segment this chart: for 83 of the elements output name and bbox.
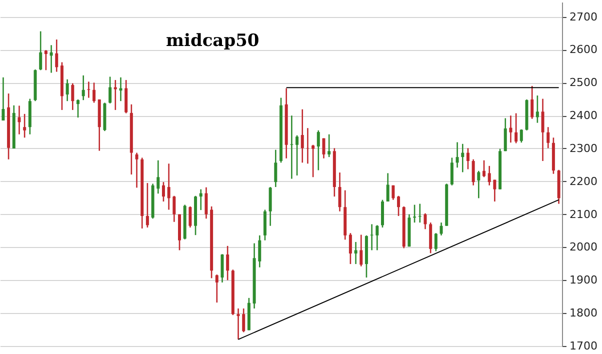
candlestick [360, 234, 363, 267]
y-tick-label: 2200 [570, 174, 598, 188]
candlestick [18, 105, 21, 135]
candlestick [440, 222, 443, 236]
y-tick-label: 2600 [570, 43, 598, 56]
candlestick [236, 308, 240, 340]
candlestick [482, 160, 486, 178]
candlestick [296, 134, 299, 176]
y-tick-label: 1900 [570, 274, 598, 287]
candlestick [39, 30, 42, 71]
candlestick [530, 85, 534, 120]
candlestick [258, 234, 262, 268]
y-tick-label: 2500 [570, 76, 598, 90]
y-tick-label: 1800 [570, 306, 598, 320]
candlestick [146, 182, 149, 228]
candlestick [370, 224, 374, 251]
candlestick [215, 274, 218, 304]
candlestick [536, 94, 539, 124]
candlestick [413, 204, 416, 224]
candlestick [466, 148, 470, 170]
candlestick [119, 76, 122, 102]
candlestick [87, 81, 90, 98]
candlestick [71, 82, 74, 111]
candlestick [504, 118, 507, 152]
candlestick [392, 184, 395, 200]
candlestick [300, 108, 304, 164]
candlestick [2, 76, 5, 122]
y-tick-label: 2400 [570, 109, 598, 122]
candlestick [493, 179, 496, 202]
candlestick [456, 142, 459, 168]
candlestick [386, 172, 390, 202]
y-tick-label: 2700 [570, 10, 598, 24]
candlestick [108, 76, 112, 104]
candlestick [450, 157, 454, 186]
candlestick [338, 172, 342, 212]
y-tick-label: 2000 [570, 240, 598, 254]
candlestick [76, 98, 80, 118]
candlestick [44, 49, 48, 71]
candlestick [488, 165, 491, 186]
candlestick [199, 188, 202, 211]
candlestick [82, 74, 85, 101]
candlestick [354, 241, 358, 265]
candlestick [381, 199, 384, 228]
candlestick [274, 149, 278, 188]
candlestick [172, 195, 176, 223]
candlestick [546, 126, 550, 149]
candlestick [220, 254, 224, 284]
candlestick [162, 181, 165, 202]
candlestick [312, 144, 315, 178]
candlestick [472, 158, 475, 186]
candlestick [461, 143, 464, 173]
candlestick [509, 114, 512, 144]
candlestick [306, 127, 310, 164]
candlestick [376, 224, 379, 251]
candlestick [477, 170, 480, 199]
candlestick [50, 44, 53, 74]
candlestick [541, 98, 544, 162]
candlestick [290, 114, 294, 180]
text: midcap50 [166, 31, 260, 51]
y-tick-label: 2100 [570, 208, 598, 221]
candlestick [92, 82, 96, 104]
candlestick [348, 232, 352, 265]
candlestick [66, 78, 69, 102]
candlestick [188, 206, 192, 228]
candlestick [204, 186, 208, 220]
candlestick [514, 112, 518, 144]
y-tick-label: 2300 [570, 142, 598, 155]
candlestick [156, 160, 160, 194]
candlestick [167, 162, 170, 210]
y-tick-label: 1700 [570, 340, 598, 352]
candlestick [242, 308, 246, 333]
candlestick [55, 38, 58, 72]
candlestick [322, 138, 326, 160]
candlestick [23, 113, 26, 138]
candlestick [135, 152, 138, 188]
candlestick [424, 212, 427, 230]
candlestick [226, 245, 230, 281]
candlestick [434, 232, 438, 252]
candlestick [397, 195, 400, 217]
candlestick [268, 186, 272, 226]
candlestick [520, 128, 523, 144]
candlestick [316, 130, 320, 171]
candlestick [328, 134, 331, 158]
